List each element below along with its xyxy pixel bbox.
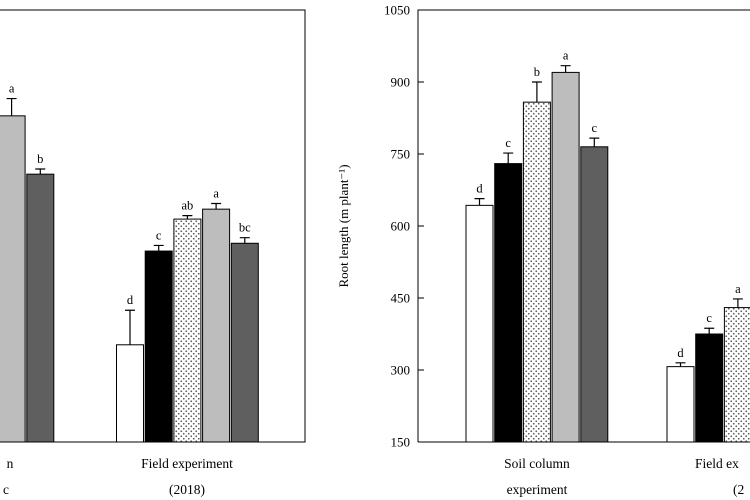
right-error-bar-g0-t4 [589,137,600,147]
left-significance-label-g0-t3: a [9,82,15,96]
right-y-axis: 150 300 450 600 750 900 1050 [384,3,424,450]
left-error-bar-g0-t4 [35,168,46,175]
left-significance-label-g0-t4: b [37,152,43,166]
right-significance-label-g0-t4: c [592,121,598,135]
right-category-label-1: Field ex [695,456,739,471]
right-y-axis-title: Root length (m plant⁻¹) [336,164,351,287]
right-error-bar-g0-t2 [531,81,542,103]
right-error-bar-g1-t2 [732,298,743,308]
right-category-sublabel-1: (2 [733,482,744,497]
right-significance-label-g1-t0: d [677,346,684,360]
left-category-label-1: Field experiment [141,456,233,471]
left-significance-label-g1-t1: c [156,228,162,242]
left-category-sublabel-0: c [3,482,9,497]
left-bar-g1-t3 [202,208,231,443]
right-significance-label-g0-t2: b [534,65,540,79]
left-bar-g1-t0 [116,344,144,443]
right-bar-g0-t1 [494,163,523,443]
left-bar-g1-t1 [144,250,173,443]
left-error-bar-g0-t3 [6,97,17,116]
right-y-tick-label-4: 750 [391,147,411,162]
right-significance-label-g0-t1: c [505,136,511,150]
right-bar-g1-t0 [666,366,695,443]
right-bar-g0-t3 [551,71,580,443]
left-error-bar-g1-t0 [125,309,135,345]
right-bar-g0-t2 [522,101,551,443]
left-error-bar-g1-t1 [153,244,164,252]
left-error-bar-g1-t3 [211,202,222,210]
left-bar-g1-t4 [230,242,259,443]
left-error-bar-g1-t4 [239,237,250,244]
right-y-tick-label-6: 1050 [384,3,410,18]
left-significance-label-g1-t4: bc [239,221,251,235]
right-bar-g0-t4 [580,146,609,443]
left-bars [0,97,259,443]
right-significance-label-g1-t2: a [735,282,741,296]
right-error-bar-g0-t3 [560,65,571,73]
right-error-bar-g1-t0 [675,362,686,367]
right-bars [465,65,750,443]
right-category-label-0: Soil column [504,456,570,471]
left-category-label-0: n [7,456,14,471]
right-panel: 150 300 450 600 750 900 1050 d c b a c d c a Root len… [336,3,750,497]
right-bar-g1-t2 [723,307,750,443]
right-category-sublabel-0: experiment [507,482,568,497]
left-error-bar-g1-t2 [182,215,193,220]
left-significance-label-g1-t2: ab [181,199,193,213]
right-error-bar-g1-t1 [704,327,715,334]
right-significance-label-g0-t3: a [563,49,569,63]
right-y-tick-label-0: 150 [391,435,411,450]
left-significance-label-g1-t0: d [127,293,134,307]
left-bar-g1-t2 [173,218,202,443]
right-labels: d c b a c d c a [476,49,741,360]
left-bar-g0-t3 [0,115,26,443]
right-significance-label-g1-t1: c [706,311,712,325]
right-bar-g1-t1 [695,333,724,443]
right-bar-g0-t0 [465,204,494,443]
right-y-tick-label-1: 300 [391,363,411,378]
left-category-sublabel-1: (2018) [169,482,205,497]
right-y-tick-label-3: 600 [391,219,411,234]
right-y-tick-label-5: 900 [391,75,411,90]
right-error-bar-g0-t1 [503,152,514,164]
right-y-tick-label-2: 450 [391,291,411,306]
left-significance-label-g1-t3: a [213,187,219,201]
right-error-bar-g0-t0 [474,198,485,206]
right-significance-label-g0-t0: d [476,182,483,196]
left-bar-g0-t4 [26,173,55,443]
